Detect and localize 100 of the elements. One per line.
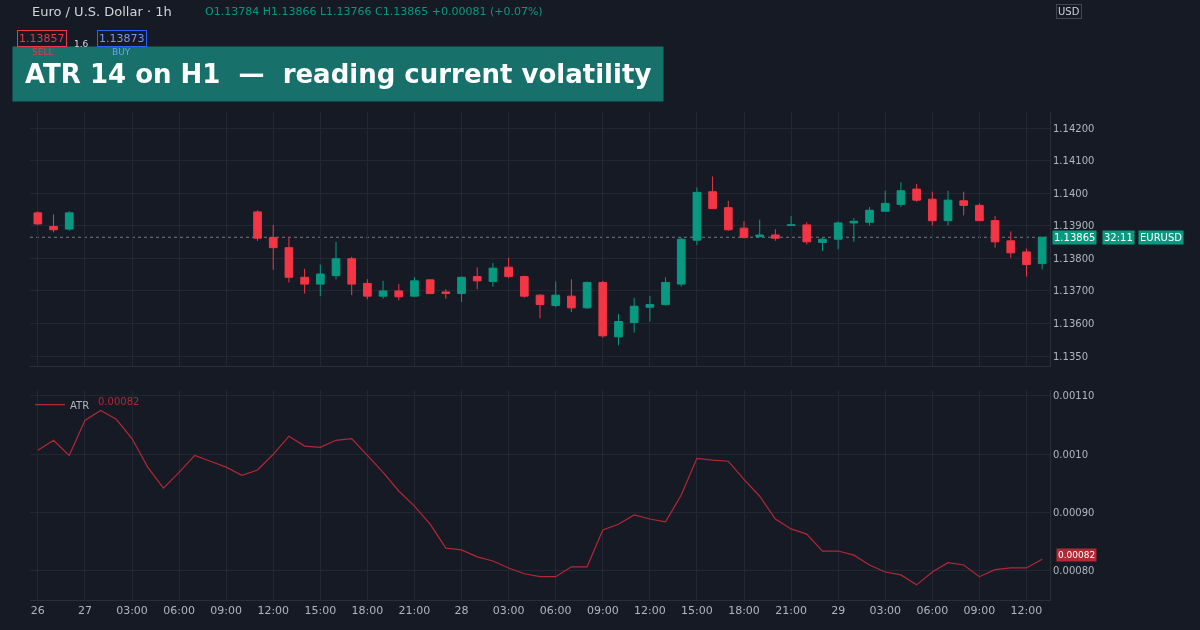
candlestick bbox=[331, 241, 341, 280]
x-tick-label: 15:00 bbox=[304, 604, 337, 618]
y-tick-label: 1.14200 bbox=[1053, 122, 1095, 134]
y-tick-label: 0.00110 bbox=[1053, 390, 1095, 402]
candlestick bbox=[786, 215, 796, 227]
y-tick-label: 1.13600 bbox=[1053, 317, 1095, 329]
candlestick bbox=[739, 220, 749, 239]
candlestick bbox=[896, 181, 906, 208]
candlestick bbox=[425, 278, 435, 295]
x-tick-label: 18:00 bbox=[351, 604, 384, 618]
x-tick-label: 21:00 bbox=[775, 604, 807, 618]
candlestick bbox=[253, 209, 262, 242]
y-tick-label: 1.1350 bbox=[1053, 350, 1088, 362]
text: USD bbox=[1058, 6, 1080, 17]
text: SELL bbox=[32, 47, 54, 57]
candlestick bbox=[802, 221, 812, 245]
text: EURUSD bbox=[1140, 232, 1183, 243]
candlestick bbox=[629, 297, 639, 334]
x-tick-label: 28 bbox=[454, 604, 469, 618]
x-tick-label: 09:00 bbox=[963, 604, 996, 618]
ref-line-label: 1.13865 bbox=[1054, 232, 1096, 243]
candlestick bbox=[755, 219, 765, 239]
candlestick bbox=[645, 295, 655, 323]
candlestick bbox=[472, 266, 482, 290]
candlestick bbox=[567, 278, 576, 313]
candlestick bbox=[708, 175, 717, 210]
x-tick-label: 21:00 bbox=[398, 604, 431, 618]
candlestick bbox=[363, 278, 372, 300]
candlestick bbox=[975, 202, 984, 222]
x-tick-label: 29 bbox=[831, 604, 846, 618]
candlestick bbox=[661, 276, 670, 307]
y-tick-label: 1.13900 bbox=[1053, 220, 1095, 232]
x-tick-label: 12:00 bbox=[257, 604, 290, 618]
candlestick bbox=[300, 268, 309, 295]
candlestick bbox=[598, 280, 608, 339]
x-tick-label: 09:00 bbox=[210, 604, 242, 618]
candlestick bbox=[504, 257, 513, 279]
candlestick bbox=[849, 217, 859, 243]
x-tick-label: 18:00 bbox=[728, 604, 760, 618]
candlestick bbox=[818, 237, 827, 252]
candlestick bbox=[315, 264, 325, 297]
y-tick-label: 0.00090 bbox=[1053, 507, 1095, 519]
y-tick-label: 1.14100 bbox=[1053, 155, 1095, 167]
candlestick bbox=[959, 191, 969, 216]
candlestick bbox=[1022, 248, 1031, 278]
candlestick bbox=[880, 190, 890, 212]
x-tick-label: 09:00 bbox=[586, 604, 619, 618]
y-tick-label: 0.0010 bbox=[1053, 448, 1088, 460]
candlestick bbox=[1037, 236, 1047, 270]
candlestick bbox=[676, 237, 686, 288]
y-tick-label: 1.13800 bbox=[1053, 252, 1095, 264]
candlestick bbox=[394, 283, 404, 301]
text: 1.13873 bbox=[99, 32, 145, 45]
candlestick bbox=[551, 281, 561, 308]
x-tick-label: 06:00 bbox=[916, 604, 949, 618]
candlestick bbox=[488, 262, 498, 288]
candlestick bbox=[723, 200, 733, 232]
candlestick bbox=[519, 275, 529, 299]
candlestick bbox=[441, 288, 451, 300]
x-tick-label: 06:00 bbox=[163, 604, 195, 618]
x-tick-label: 12:00 bbox=[1010, 604, 1043, 618]
candlestick bbox=[771, 228, 780, 242]
x-tick-label: 03:00 bbox=[869, 604, 902, 618]
candlestick bbox=[833, 220, 843, 250]
y-tick-label: 1.1400 bbox=[1053, 187, 1088, 199]
annotation: 0.00082 bbox=[1058, 550, 1096, 560]
x-tick-label: 03:00 bbox=[492, 604, 525, 618]
y-tick-label: 0.00080 bbox=[1053, 565, 1095, 577]
line-series bbox=[37, 409, 1043, 586]
text: 1.13857 bbox=[19, 32, 65, 45]
candlestick bbox=[990, 215, 1000, 249]
candlestick bbox=[865, 206, 874, 227]
candlestick bbox=[457, 276, 466, 303]
candlestick bbox=[347, 256, 357, 296]
candlestick bbox=[535, 293, 545, 319]
y-tick-label: 1.13700 bbox=[1053, 285, 1095, 297]
annotation: 0.00082 bbox=[98, 396, 140, 407]
candlestick bbox=[943, 190, 953, 227]
text: O1.13784 H1.13866 L1.13766 C1.13865 +0.00081 (+0.07%) bbox=[205, 5, 543, 18]
x-tick-label: 27 bbox=[77, 604, 92, 618]
candlestick bbox=[378, 280, 388, 300]
chart-title: ATR 14 on H1 — reading current volatility bbox=[25, 59, 652, 89]
candlestick bbox=[912, 183, 921, 203]
candlestick bbox=[582, 281, 592, 310]
x-tick-label: 06:00 bbox=[539, 604, 572, 618]
x-tick-label: 03:00 bbox=[116, 604, 148, 618]
x-tick-label: 26 bbox=[30, 604, 45, 618]
text: 32:11 bbox=[1104, 232, 1133, 243]
candlestick bbox=[692, 186, 702, 246]
candlestick bbox=[927, 191, 937, 227]
candlestick bbox=[1006, 230, 1016, 259]
text: BUY bbox=[112, 47, 131, 57]
candlestick bbox=[614, 313, 623, 346]
text: Euro / U.S. Dollar · 1h bbox=[32, 4, 172, 19]
candlestick bbox=[284, 237, 294, 283]
legend-label: ATR bbox=[70, 399, 90, 411]
x-tick-label: 15:00 bbox=[681, 604, 713, 618]
candlestick bbox=[410, 276, 419, 298]
x-tick-label: 12:00 bbox=[634, 604, 666, 618]
text: 1.6 bbox=[74, 39, 89, 49]
